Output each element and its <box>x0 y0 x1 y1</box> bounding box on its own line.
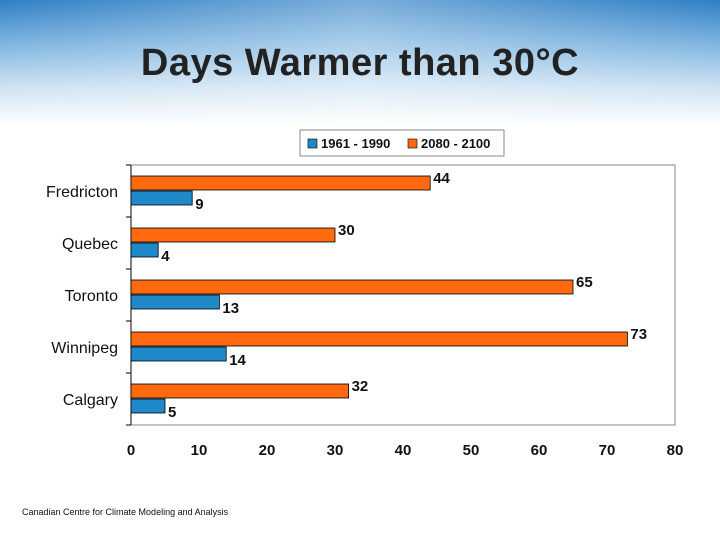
slide-title: Days Warmer than 30°C <box>140 42 580 84</box>
bar-1961-1990 <box>130 398 166 414</box>
data-label-1961-1990: 9 <box>195 196 203 213</box>
bar-2080-2100 <box>130 227 336 243</box>
legend-label-1961-1990: 1961 - 1990 <box>321 136 390 151</box>
category-label: Calgary <box>63 392 118 409</box>
x-tick-label: 70 <box>599 442 616 459</box>
bar-2080-2100 <box>130 175 431 191</box>
data-label-1961-1990: 4 <box>161 248 170 265</box>
data-label-2080-2100: 73 <box>630 326 647 343</box>
bar-1961-1990 <box>130 294 220 310</box>
x-tick-label: 10 <box>191 442 208 459</box>
x-tick-label: 30 <box>327 442 344 459</box>
bar-2080-2100 <box>130 279 574 295</box>
category-label: Quebec <box>62 236 118 253</box>
legend-label-2080-2100: 2080 - 2100 <box>421 136 490 151</box>
chart-legend: 1961 - 1990 2080 - 2100 <box>299 129 505 157</box>
x-tick-label: 60 <box>531 442 548 459</box>
plot-area: 0 10 20 30 40 50 60 70 80 Fredricton 44 9 Quebec 30 4 T… <box>46 164 684 459</box>
category-label: Toronto <box>65 288 118 305</box>
category-label: Winnipeg <box>51 340 118 357</box>
data-label-1961-1990: 5 <box>168 404 176 421</box>
x-tick-label: 20 <box>259 442 276 459</box>
legend-swatch-1961-1990 <box>307 138 318 149</box>
source-footer: Canadian Centre for Climate Modeling and… <box>22 507 229 517</box>
x-tick-label: 40 <box>395 442 412 459</box>
bar-2080-2100 <box>130 383 350 399</box>
bar-2080-2100 <box>130 331 628 347</box>
x-tick-label: 80 <box>667 442 684 459</box>
data-label-2080-2100: 65 <box>576 274 593 291</box>
data-label-1961-1990: 14 <box>229 352 246 369</box>
header-gradient-band <box>0 0 720 125</box>
data-label-2080-2100: 32 <box>352 378 369 395</box>
x-tick-label: 0 <box>127 442 135 459</box>
x-tick-label: 50 <box>463 442 480 459</box>
data-label-2080-2100: 44 <box>433 170 450 187</box>
bar-1961-1990 <box>130 346 227 362</box>
data-label-1961-1990: 13 <box>222 300 239 317</box>
bar-1961-1990 <box>130 242 159 258</box>
bar-1961-1990 <box>130 190 193 206</box>
data-label-2080-2100: 30 <box>338 222 355 239</box>
legend-swatch-2080-2100 <box>407 138 418 149</box>
legend-box <box>299 129 505 157</box>
category-label: Fredricton <box>46 184 118 201</box>
